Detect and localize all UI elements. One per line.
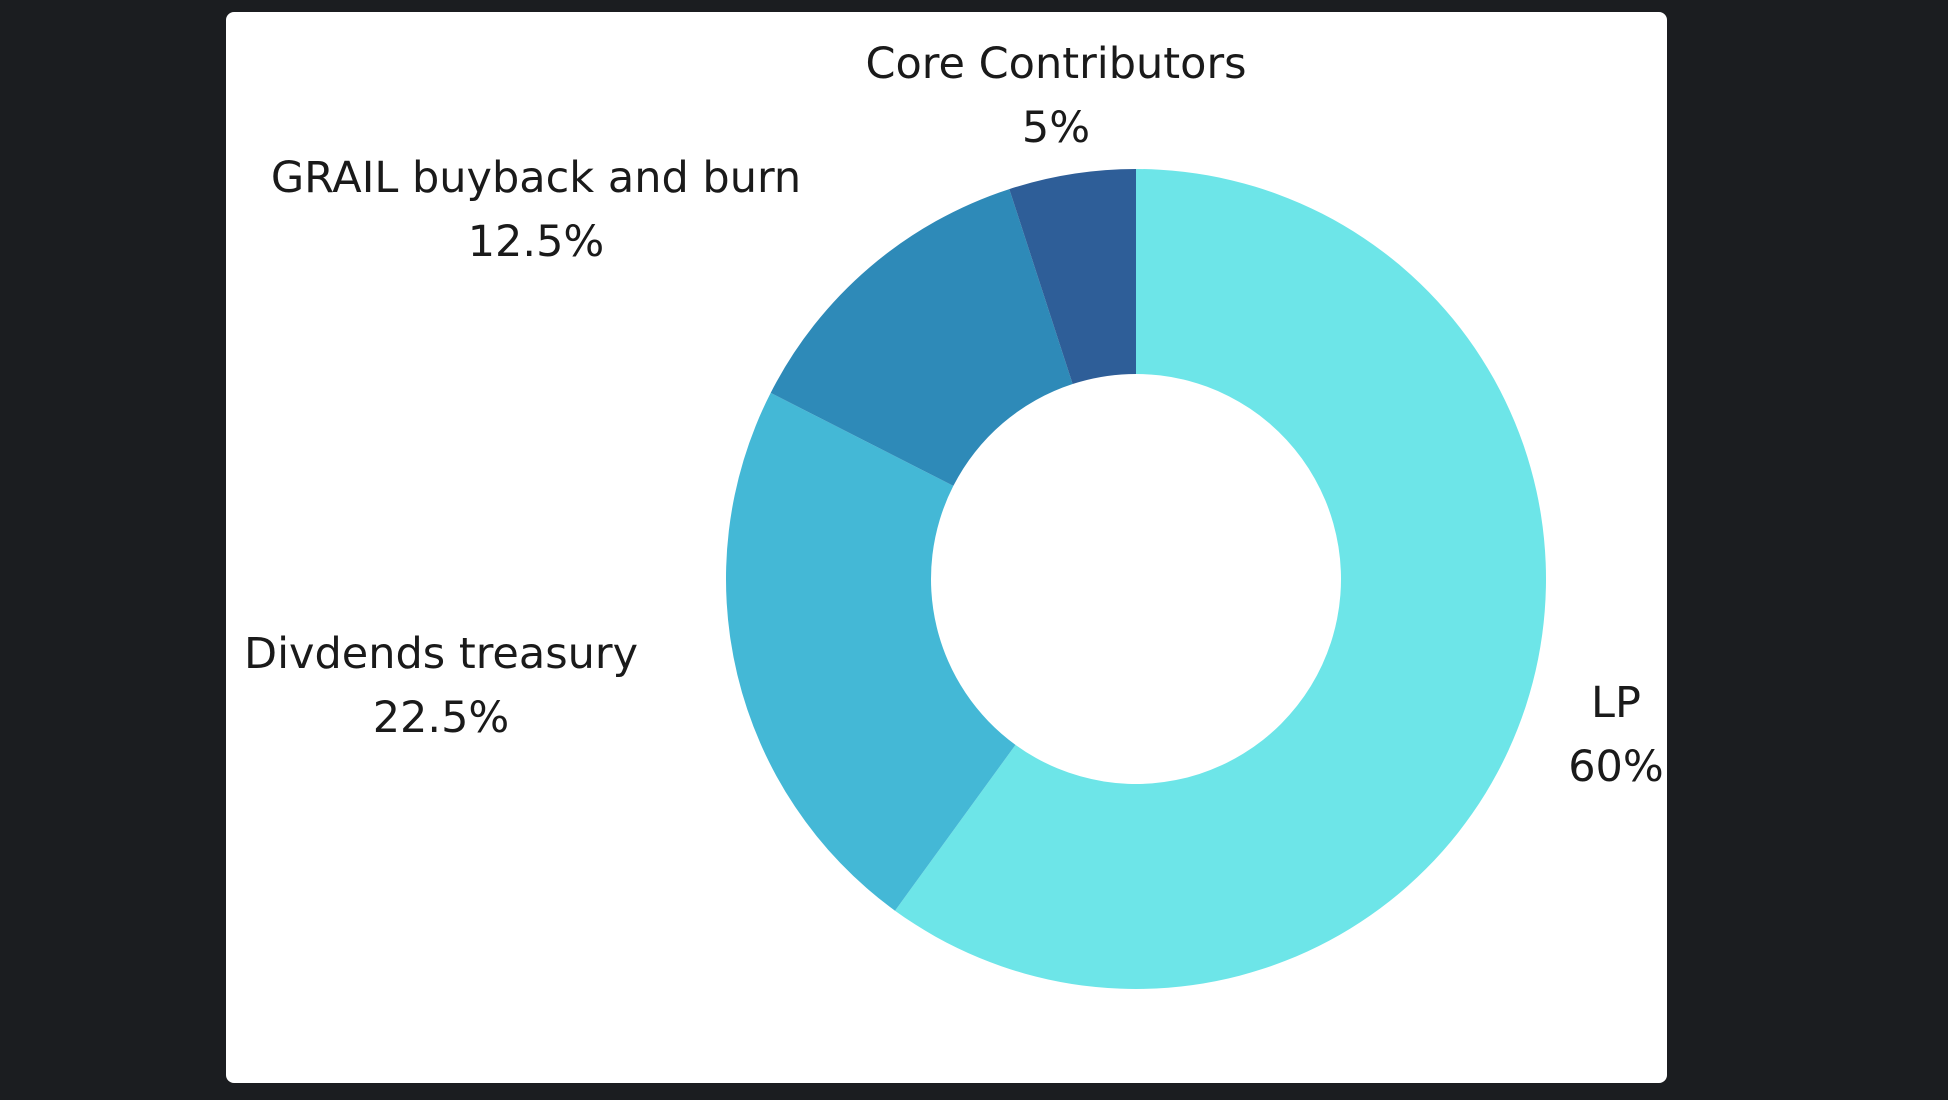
slice-label-core-contributors: Core Contributors 5% [865, 39, 1246, 153]
slice-label-name: Divdends treasury [244, 629, 638, 679]
slice-label-name: Core Contributors [865, 39, 1246, 89]
slice-label-name: GRAIL buyback and burn [271, 153, 801, 203]
slice-divdends-treasury [726, 392, 1016, 911]
slice-labels: LP 60% Divdends treasury 22.5% GRAIL buyback… [244, 39, 1664, 792]
slice-label-divdends-treasury: Divdends treasury 22.5% [244, 629, 638, 743]
chart-card: LP 60% Divdends treasury 22.5% GRAIL buyback… [226, 12, 1667, 1083]
slice-lp [895, 169, 1546, 989]
donut-chart: LP 60% Divdends treasury 22.5% GRAIL buyback… [244, 39, 1664, 989]
slice-label-value: 5% [1022, 103, 1090, 153]
slice-label-value: 60% [1568, 742, 1664, 792]
slice-label-value: 22.5% [373, 693, 510, 743]
slice-grail-buyback-and-burn [770, 189, 1073, 486]
slice-core-contributors [1009, 169, 1136, 385]
slice-label-lp: LP 60% [1568, 678, 1664, 792]
donut-slices [726, 169, 1546, 989]
slice-label-grail-buyback-and-burn: GRAIL buyback and burn 12.5% [271, 153, 801, 267]
slice-label-value: 12.5% [468, 217, 605, 267]
slice-label-name: LP [1591, 678, 1641, 728]
